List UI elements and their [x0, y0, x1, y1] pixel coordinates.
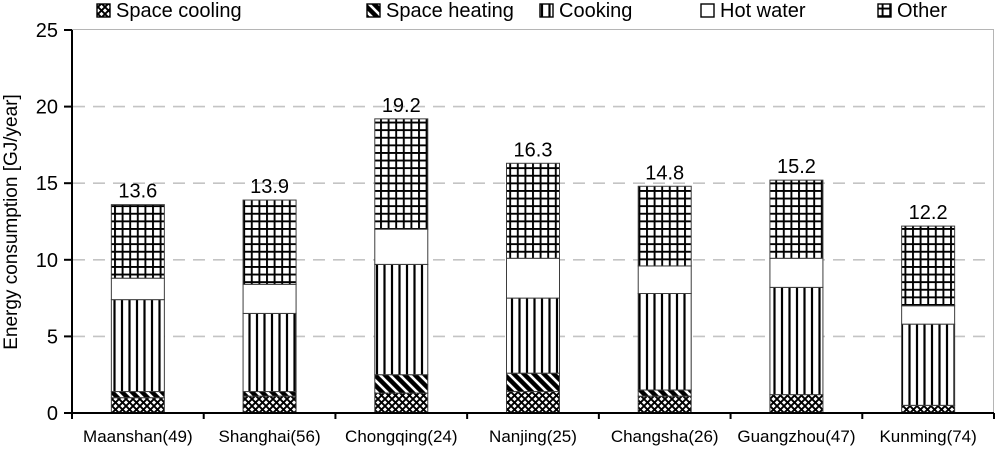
bar-segment-cooling [769, 394, 824, 414]
bar-kunming-74- [901, 225, 956, 414]
bar-nanjing-25- [506, 162, 560, 414]
bar-shanghai-56- [242, 199, 297, 414]
legend-item-other [877, 3, 892, 18]
x-axis-label: Nanjing(25) [489, 427, 577, 446]
legend-swatch-other [877, 3, 892, 18]
bar-segment-heating [242, 391, 297, 397]
bar-chongqing-24- [374, 118, 429, 414]
bar-guangzhou-47- [769, 179, 824, 414]
bar-segment-cooling [506, 391, 560, 414]
y-tick-label: 25 [36, 20, 58, 42]
bar-segment-hotwater [769, 257, 824, 288]
legend-label: Other [897, 0, 947, 22]
legend-label: Space heating [386, 0, 514, 22]
y-tick-label: 10 [36, 250, 58, 272]
bar-segment-other [374, 118, 429, 230]
bar-segment-other [769, 179, 824, 259]
y-axis-title: Energy consumption [GJ/year] [1, 94, 22, 350]
x-axis-label: Chongqing(24) [345, 427, 457, 446]
bar-total-label: 19.2 [382, 95, 421, 117]
bar-segment-other [506, 162, 560, 259]
bar-total-label: 12.2 [909, 202, 948, 224]
legend-label: Space cooling [116, 0, 242, 22]
bar-segment-hotwater [901, 305, 956, 325]
bar-segment-heating [110, 391, 165, 399]
x-axis-label: Changsha(26) [611, 427, 719, 446]
y-tick-label: 0 [47, 403, 58, 425]
bar-changsha-26- [637, 185, 692, 414]
x-axis-label: Shanghai(56) [219, 427, 321, 446]
bar-segment-cooking [506, 297, 560, 374]
legend-swatch-cooling [96, 3, 111, 18]
bar-segment-cooking [242, 312, 297, 393]
bar-segment-hotwater [506, 257, 560, 299]
y-tick-label: 15 [36, 173, 58, 195]
bar-segment-cooling [374, 392, 429, 414]
bar-segment-cooling [110, 397, 165, 414]
bar-segment-hotwater [637, 265, 692, 295]
legend-item-cooling [96, 3, 111, 18]
bar-segment-heating [637, 389, 692, 397]
bar-segment-cooking [901, 323, 956, 406]
bar-segment-cooking [769, 286, 824, 396]
bar-maanshan-49- [110, 204, 165, 414]
bar-segment-hotwater [374, 228, 429, 265]
bar-segment-cooking [110, 299, 165, 393]
legend-item-heating [366, 3, 381, 18]
legend [96, 3, 892, 18]
bar-segment-hotwater [110, 277, 165, 301]
bar-total-label: 13.9 [250, 176, 289, 198]
bar-segment-other [637, 185, 692, 267]
bar-segment-heating [374, 374, 429, 394]
bar-total-label: 13.6 [118, 181, 157, 203]
legend-swatch-heating [366, 3, 381, 18]
bar-segment-heating [506, 372, 560, 393]
bar-segment-other [901, 225, 956, 307]
bar-segment-cooking [637, 293, 692, 391]
bar-total-label: 15.2 [777, 156, 816, 178]
bar-segment-cooling [637, 395, 692, 414]
bar-segment-other [242, 199, 297, 285]
bar-total-label: 16.3 [514, 139, 553, 161]
bar-segment-hotwater [242, 283, 297, 314]
bar-segment-other [110, 204, 165, 279]
legend-swatch-cooking [539, 3, 554, 18]
legend-label: Hot water [720, 0, 806, 22]
x-axis-label: Maanshan(49) [83, 427, 193, 446]
y-tick-label: 20 [36, 97, 58, 119]
bar-total-label: 14.8 [645, 162, 684, 184]
x-axis-label: Guangzhou(47) [737, 427, 855, 446]
legend-item-hotwater [700, 3, 715, 18]
legend-swatch-hotwater [700, 3, 715, 18]
bar-segment-cooling [901, 404, 956, 414]
legend-item-cooking [539, 3, 554, 18]
y-tick-label: 5 [47, 326, 58, 348]
x-axis-label: Kunming(74) [879, 427, 976, 446]
bar-segment-cooking [374, 263, 429, 376]
legend-label: Cooking [559, 0, 632, 22]
bar-segment-cooling [242, 395, 297, 414]
